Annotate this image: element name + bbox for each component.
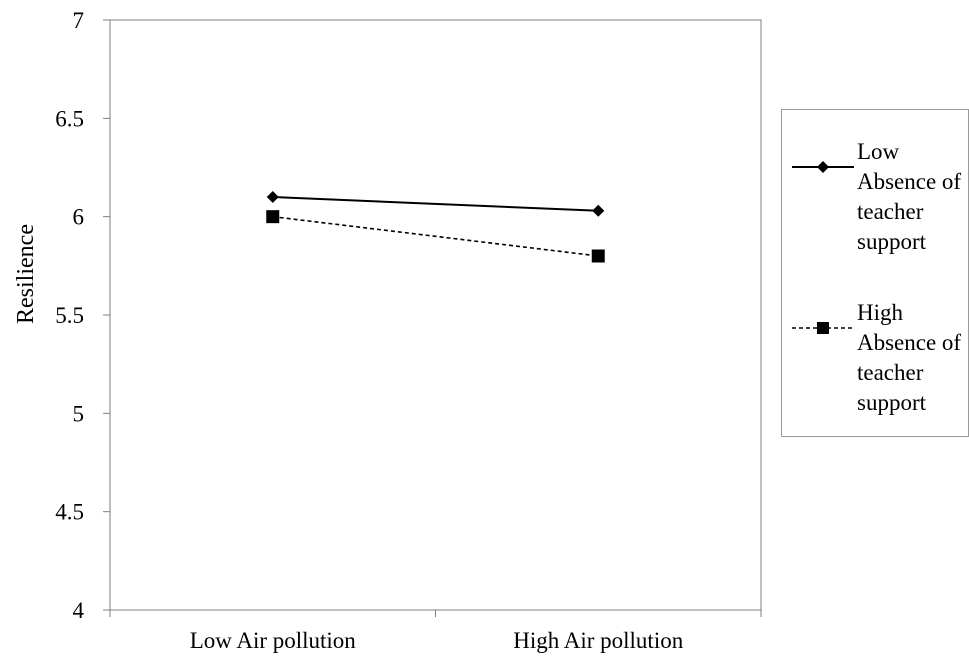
y-tick-label: 5 — [73, 401, 85, 426]
series-line-1 — [272, 215, 599, 257]
data-point-square — [266, 210, 280, 224]
legend: Low Absence of teacher support High Abse… — [781, 109, 969, 437]
series-line-0 — [272, 196, 599, 212]
legend-label-low-absence: Low Absence of teacher support — [857, 139, 962, 254]
x-tick-label: High Air pollution — [513, 628, 683, 653]
y-tick-label: 5.5 — [55, 303, 84, 328]
y-tick-label: 4.5 — [55, 500, 84, 525]
legend-swatch-solid-diamond — [792, 161, 854, 173]
y-tick-label: 7 — [73, 8, 85, 33]
legend-item-low-absence: Low Absence of teacher support — [790, 137, 968, 254]
legend-label-high-absence: High Absence of teacher support — [857, 300, 962, 415]
y-axis-ticks: 4 4.5 5 5.5 6 6.5 7 — [55, 8, 110, 623]
y-axis-label: Resilience — [13, 224, 39, 324]
y-tick-label: 6 — [73, 205, 85, 230]
legend-item-high-absence: High Absence of teacher support — [790, 298, 968, 415]
y-tick-label: 4 — [73, 598, 85, 623]
data-point-diamond — [592, 204, 605, 217]
legend-swatch-dashed-square — [792, 322, 854, 334]
y-tick-label: 6.5 — [55, 106, 84, 131]
plot-area — [109, 19, 762, 611]
data-point-diamond — [266, 191, 279, 203]
data-point-square — [591, 249, 605, 263]
x-tick-label: Low Air pollution — [190, 628, 357, 653]
series-layer — [266, 191, 605, 263]
x-axis-ticks: Low Air pollution High Air pollution — [109, 610, 762, 653]
